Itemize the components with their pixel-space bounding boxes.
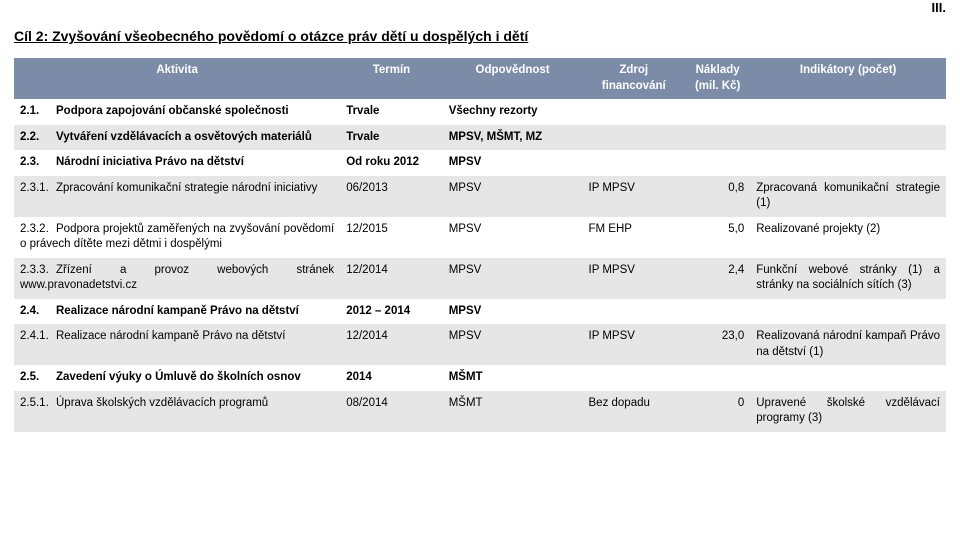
col-responsibility: Odpovědnost — [443, 58, 583, 99]
col-cost: Náklady (mil. Kč) — [685, 58, 750, 99]
cell-activity: 2.3.Národní iniciativa Právo na dětství — [14, 150, 340, 176]
cell-activity: 2.2.Vytváření vzdělávacích a osvětových … — [14, 125, 340, 151]
cell-indicators: Realizovaná národní kampaň Právo na děts… — [750, 324, 946, 365]
cell-responsibility: Všechny rezorty — [443, 99, 583, 125]
cell-term: 2012 – 2014 — [340, 299, 443, 325]
cell-indicators — [750, 125, 946, 151]
cell-cost: 5,0 — [685, 217, 750, 258]
cell-cost — [685, 99, 750, 125]
cell-cost — [685, 150, 750, 176]
col-activity: Aktivita — [14, 58, 340, 99]
cell-source: IP MPSV — [583, 258, 686, 299]
cell-indicators: Funkční webové stránky (1) a stránky na … — [750, 258, 946, 299]
cell-indicators — [750, 99, 946, 125]
cell-indicators: Realizované projekty (2) — [750, 217, 946, 258]
cell-source — [583, 365, 686, 391]
table-row: 2.4.1.Realizace národní kampaně Právo na… — [14, 324, 946, 365]
row-number: 2.5. — [20, 370, 56, 386]
cell-indicators: Upravené školské vzdělávací programy (3) — [750, 391, 946, 432]
cell-indicators — [750, 299, 946, 325]
row-number: 2.5.1. — [20, 396, 56, 412]
cell-source: Bez dopadu — [583, 391, 686, 432]
row-number: 2.3.3. — [20, 263, 56, 279]
table-row: 2.5.1.Úprava školských vzdělávacích prog… — [14, 391, 946, 432]
row-number: 2.4. — [20, 304, 56, 320]
row-number: 2.3.1. — [20, 181, 56, 197]
cell-cost: 2,4 — [685, 258, 750, 299]
page-corner-label: III. — [932, 0, 946, 15]
cell-activity: 2.1.Podpora zapojování občanské společno… — [14, 99, 340, 125]
cell-cost: 23,0 — [685, 324, 750, 365]
cell-indicators — [750, 150, 946, 176]
cell-cost — [685, 125, 750, 151]
cell-activity: 2.3.1.Zpracování komunikační strategie n… — [14, 176, 340, 217]
cell-term: 2014 — [340, 365, 443, 391]
row-number: 2.4.1. — [20, 329, 56, 345]
table-row: 2.2.Vytváření vzdělávacích a osvětových … — [14, 125, 946, 151]
cell-activity: 2.5.Zavedení výuky o Úmluvě do školních … — [14, 365, 340, 391]
cell-indicators: Zpracovaná komunikační strategie (1) — [750, 176, 946, 217]
table-row: 2.3.1.Zpracování komunikační strategie n… — [14, 176, 946, 217]
cell-indicators — [750, 365, 946, 391]
cell-source — [583, 125, 686, 151]
document-page: III. Cíl 2: Zvyšování všeobecného povědo… — [0, 0, 960, 442]
cell-responsibility: MPSV — [443, 324, 583, 365]
table-header-row: Aktivita Termín Odpovědnost Zdroj financ… — [14, 58, 946, 99]
row-number: 2.1. — [20, 104, 56, 120]
cell-cost — [685, 299, 750, 325]
cell-responsibility: MPSV, MŠMT, MZ — [443, 125, 583, 151]
cell-term: 08/2014 — [340, 391, 443, 432]
col-indicators: Indikátory (počet) — [750, 58, 946, 99]
cell-source — [583, 99, 686, 125]
cell-cost — [685, 365, 750, 391]
cell-cost: 0 — [685, 391, 750, 432]
col-term: Termín — [340, 58, 443, 99]
table-row: 2.3.3.Zřízení a provoz webových stránek … — [14, 258, 946, 299]
cell-responsibility: MPSV — [443, 150, 583, 176]
cell-responsibility: MPSV — [443, 217, 583, 258]
cell-activity: 2.4.1.Realizace národní kampaně Právo na… — [14, 324, 340, 365]
col-source: Zdroj financování — [583, 58, 686, 99]
cell-source: FM EHP — [583, 217, 686, 258]
row-number: 2.3. — [20, 155, 56, 171]
cell-activity: 2.3.3.Zřízení a provoz webových stránek … — [14, 258, 340, 299]
cell-source: IP MPSV — [583, 324, 686, 365]
cell-term: Trvale — [340, 99, 443, 125]
cell-source — [583, 299, 686, 325]
cell-term: Trvale — [340, 125, 443, 151]
cell-cost: 0,8 — [685, 176, 750, 217]
table-row: 2.5.Zavedení výuky o Úmluvě do školních … — [14, 365, 946, 391]
cell-responsibility: MŠMT — [443, 365, 583, 391]
activities-table: Aktivita Termín Odpovědnost Zdroj financ… — [14, 58, 946, 432]
cell-responsibility: MPSV — [443, 258, 583, 299]
table-row: 2.3.Národní iniciativa Právo na dětstvíO… — [14, 150, 946, 176]
cell-responsibility: MPSV — [443, 176, 583, 217]
cell-activity: 2.4.Realizace národní kampaně Právo na d… — [14, 299, 340, 325]
cell-activity: 2.5.1.Úprava školských vzdělávacích prog… — [14, 391, 340, 432]
cell-term: 12/2015 — [340, 217, 443, 258]
cell-responsibility: MŠMT — [443, 391, 583, 432]
cell-source — [583, 150, 686, 176]
cell-source: IP MPSV — [583, 176, 686, 217]
row-number: 2.2. — [20, 130, 56, 146]
cell-activity: 2.3.2.Podpora projektů zaměřených na zvy… — [14, 217, 340, 258]
table-row: 2.3.2.Podpora projektů zaměřených na zvy… — [14, 217, 946, 258]
table-body: 2.1.Podpora zapojování občanské společno… — [14, 99, 946, 432]
table-row: 2.4.Realizace národní kampaně Právo na d… — [14, 299, 946, 325]
table-row: 2.1.Podpora zapojování občanské společno… — [14, 99, 946, 125]
cell-term: 12/2014 — [340, 258, 443, 299]
cell-term: 12/2014 — [340, 324, 443, 365]
cell-term: 06/2013 — [340, 176, 443, 217]
row-number: 2.3.2. — [20, 222, 56, 238]
cell-term: Od roku 2012 — [340, 150, 443, 176]
section-title: Cíl 2: Zvyšování všeobecného povědomí o … — [14, 28, 946, 44]
cell-responsibility: MPSV — [443, 299, 583, 325]
